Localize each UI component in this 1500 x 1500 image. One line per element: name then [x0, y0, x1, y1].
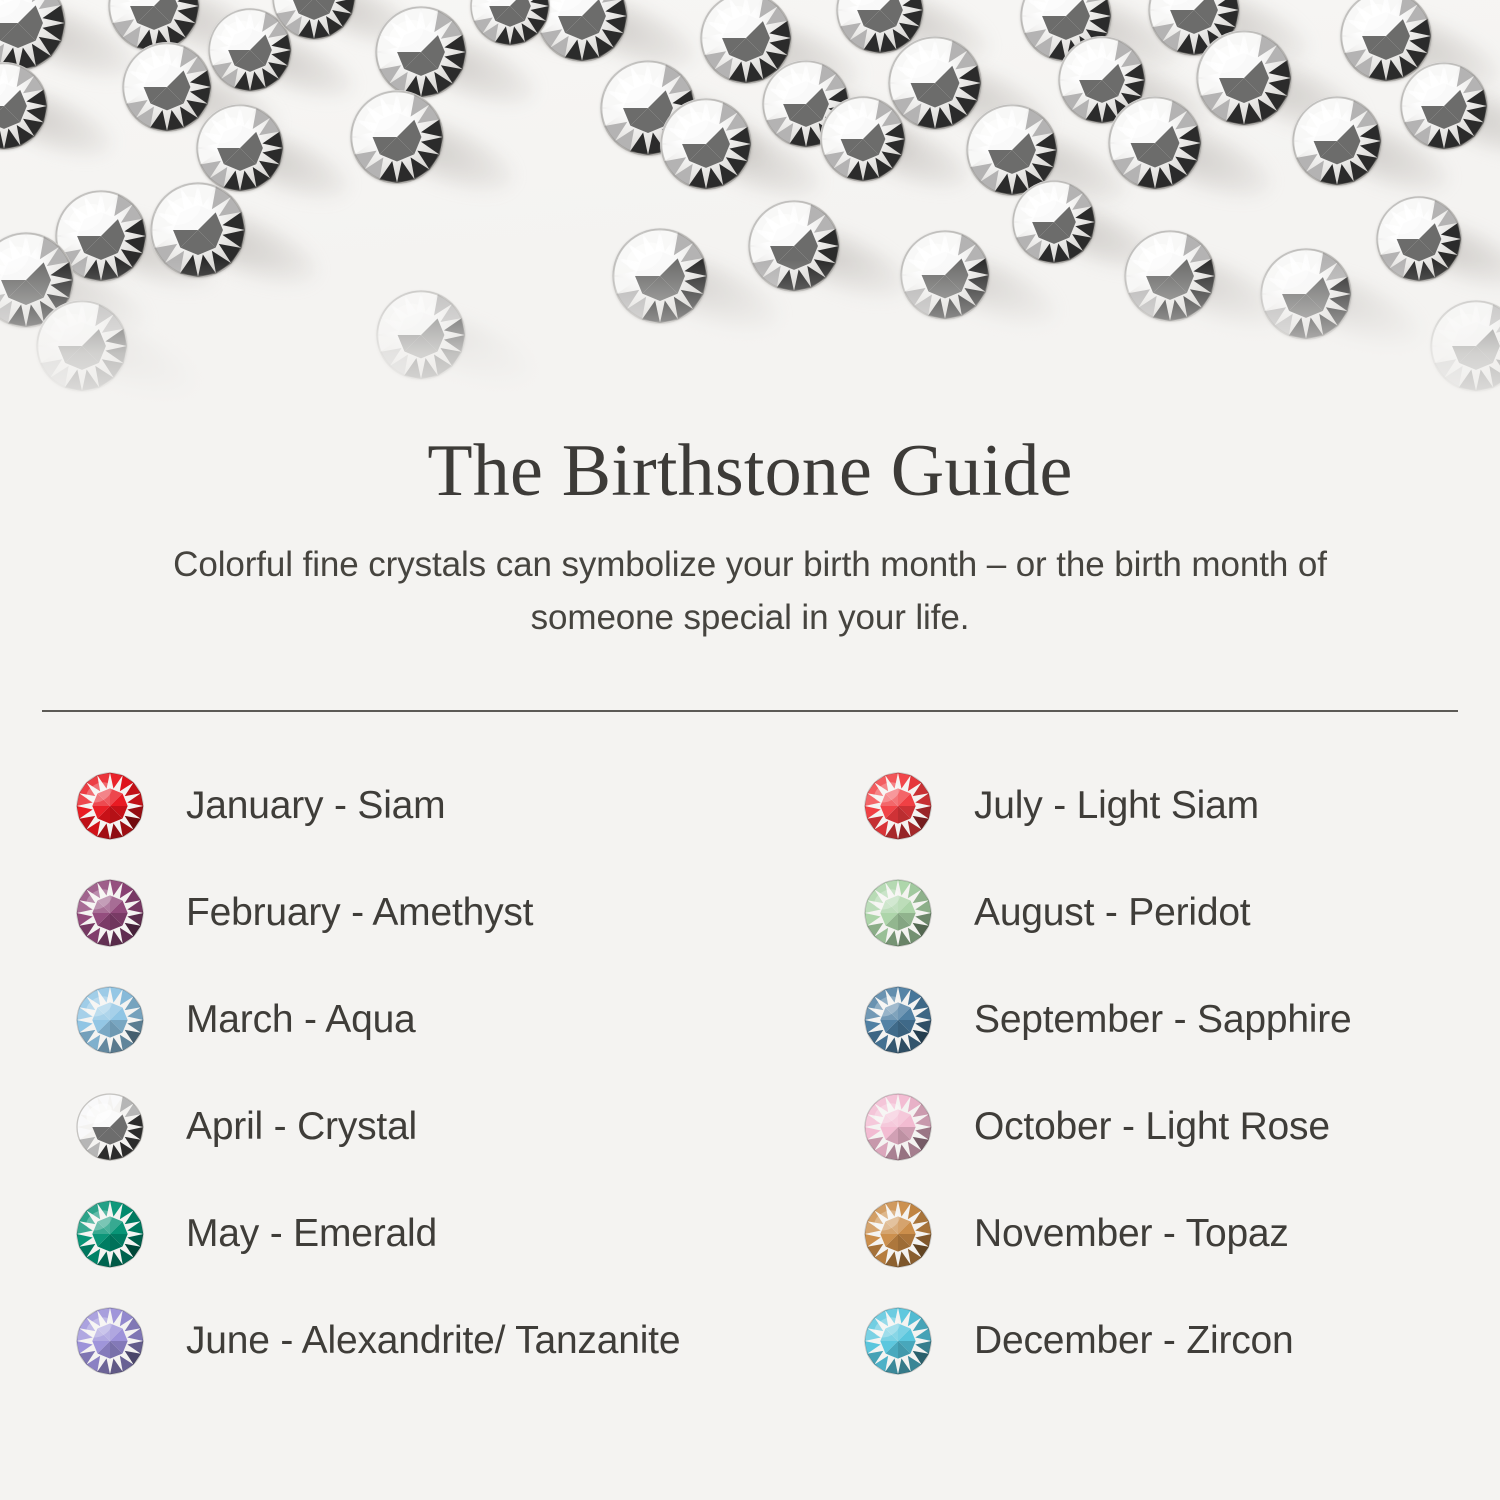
gem-light-rose [864, 1092, 932, 1161]
clear-crystal-icon [0, 0, 150, 98]
clear-crystal-icon [375, 6, 547, 124]
list-item-label: October - Light Rose [974, 1104, 1330, 1148]
list-item-label: February - Amethyst [186, 890, 534, 934]
list-item-label: April - Crystal [186, 1104, 418, 1148]
clear-crystal-icon [122, 42, 291, 157]
clear-crystal-icon [150, 182, 330, 305]
list-item-label: November - Topaz [974, 1211, 1289, 1255]
gem-crystal [76, 1092, 144, 1161]
list-item[interactable]: March - Aqua [76, 966, 800, 1073]
gem-siam [76, 771, 144, 840]
clear-crystal-icon [748, 200, 920, 318]
clear-crystal-icon [1430, 300, 1500, 418]
clear-crystal-icon [1292, 96, 1461, 211]
list-item[interactable]: February - Amethyst [76, 859, 800, 966]
list-item[interactable]: October - Light Rose [864, 1073, 1500, 1180]
gem-topaz [864, 1199, 932, 1268]
list-item[interactable]: November - Topaz [864, 1180, 1500, 1287]
clear-crystal-icon [1376, 196, 1500, 306]
divider [42, 710, 1458, 712]
clear-crystal-icon [470, 0, 620, 69]
list-item-label: January - Siam [186, 783, 446, 827]
list-item-label: March - Aqua [186, 997, 416, 1041]
clear-crystal-icon [700, 0, 872, 110]
page-subtitle: Colorful fine crystals can symbolize you… [173, 544, 1327, 638]
list-item[interactable]: May - Emerald [76, 1180, 800, 1287]
list-item-label: June - Alexandrite/ Tanzanite [186, 1318, 681, 1362]
page-title: The Birthstone Guide [427, 430, 1073, 512]
list-item[interactable]: January - Siam [76, 752, 800, 859]
gem-zircon [864, 1306, 932, 1375]
clear-crystal-icon [1340, 0, 1500, 108]
birthstone-list-right-column: July - Light Siam August - Peridot Septemb… [800, 752, 1500, 1394]
list-item[interactable]: September - Sapphire [864, 966, 1500, 1073]
clear-crystal-icon [208, 8, 365, 116]
list-item[interactable]: December - Zircon [864, 1287, 1500, 1394]
clear-crystal-icon [1108, 96, 1284, 217]
clear-crystal-icon [820, 96, 981, 206]
clear-crystal-icon [1400, 62, 1500, 175]
list-item[interactable]: June - Alexandrite/ Tanzanite [76, 1287, 800, 1394]
clear-crystals-photo [0, 0, 1500, 430]
clear-crystal-icon [660, 98, 832, 216]
clear-crystal-icon [1260, 248, 1432, 366]
gem-emerald [76, 1199, 144, 1268]
list-item-label: July - Light Siam [974, 783, 1259, 827]
gem-peridot [864, 878, 932, 947]
list-item[interactable]: August - Peridot [864, 859, 1500, 966]
clear-crystal-icon [36, 300, 208, 418]
list-item-label: August - Peridot [974, 890, 1251, 934]
list-item[interactable]: July - Light Siam [864, 752, 1500, 859]
gem-aqua [76, 985, 144, 1054]
gem-amethyst [76, 878, 144, 947]
gem-alexandrite-tanzanite [76, 1306, 144, 1375]
gem-light-siam [864, 771, 932, 840]
clear-crystal-icon [376, 290, 545, 405]
birthstone-list: January - Siam February - Amethyst March -… [0, 752, 1500, 1394]
clear-crystal-icon [900, 230, 1069, 345]
clear-crystal-icon [1124, 230, 1296, 348]
clear-crystal-icon [272, 0, 429, 64]
list-item-label: May - Emerald [186, 1211, 437, 1255]
clear-crystal-icon [888, 36, 1064, 157]
clear-crystal-icon [350, 90, 526, 211]
list-item-label: December - Zircon [974, 1318, 1294, 1362]
clear-crystal-icon [0, 62, 125, 175]
clear-crystal-icon [612, 228, 792, 351]
clear-crystal-icon [1196, 30, 1376, 153]
list-item[interactable]: April - Crystal [76, 1073, 800, 1180]
birthstone-list-left-column: January - Siam February - Amethyst March -… [0, 752, 800, 1394]
list-item-label: September - Sapphire [974, 997, 1352, 1041]
gem-sapphire [864, 985, 932, 1054]
header-block: The Birthstone Guide Colorful fine cryst… [0, 430, 1500, 644]
clear-crystal-icon [196, 104, 361, 217]
clear-crystal-icon [1012, 180, 1169, 288]
